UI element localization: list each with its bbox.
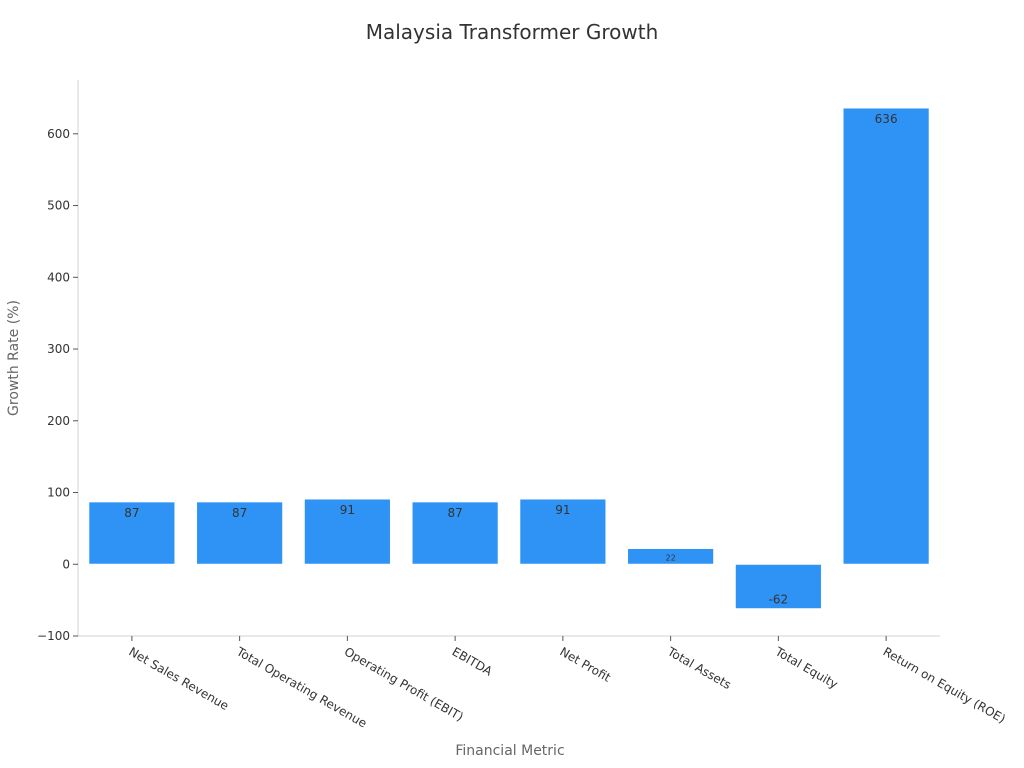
- chart-title: Malaysia Transformer Growth: [365, 20, 659, 44]
- bar-value-label: 91: [340, 503, 355, 517]
- bar-value-label: -62: [769, 593, 789, 607]
- x-tick-label: Operating Profit (EBIT): [342, 644, 466, 724]
- y-axis-title: Growth Rate (%): [6, 300, 22, 416]
- y-tick-label: −100: [37, 629, 70, 643]
- bar: [627, 547, 715, 565]
- bar-value-label: 87: [447, 506, 462, 520]
- x-tick-label: Net Sales Revenue: [126, 644, 231, 713]
- bar-value-label: 636: [875, 112, 898, 126]
- x-tick-label: Return on Equity (ROE): [881, 644, 1008, 726]
- x-tick-label: Total Assets: [664, 644, 733, 692]
- y-tick-label: 100: [47, 486, 70, 500]
- bar: [196, 501, 284, 565]
- x-tick-label: Net Profit: [557, 644, 613, 684]
- bar: [734, 563, 822, 610]
- bar: [303, 498, 391, 565]
- y-tick-label: 0: [62, 557, 70, 571]
- bar-value-label: 22: [666, 553, 676, 562]
- bar-value-label: 91: [555, 503, 570, 517]
- bars: [88, 107, 930, 610]
- y-tick-label: 500: [47, 199, 70, 213]
- bar: [411, 501, 499, 565]
- y-tick-label: 600: [47, 127, 70, 141]
- x-tick-label: Total Equity: [772, 644, 840, 692]
- y-tick-label: 200: [47, 414, 70, 428]
- bar: [88, 501, 176, 565]
- bar: [842, 107, 930, 565]
- x-tick-label: EBITDA: [450, 644, 496, 678]
- bar-value-label: 87: [232, 506, 247, 520]
- bar-value-label: 87: [124, 506, 139, 520]
- x-axis-title: Financial Metric: [455, 743, 564, 759]
- bar: [519, 498, 607, 565]
- data-labels: 87 87 91 87 91 22 -62 636: [124, 112, 897, 607]
- y-tick-label: 400: [47, 270, 70, 284]
- y-tick-label: 300: [47, 342, 70, 356]
